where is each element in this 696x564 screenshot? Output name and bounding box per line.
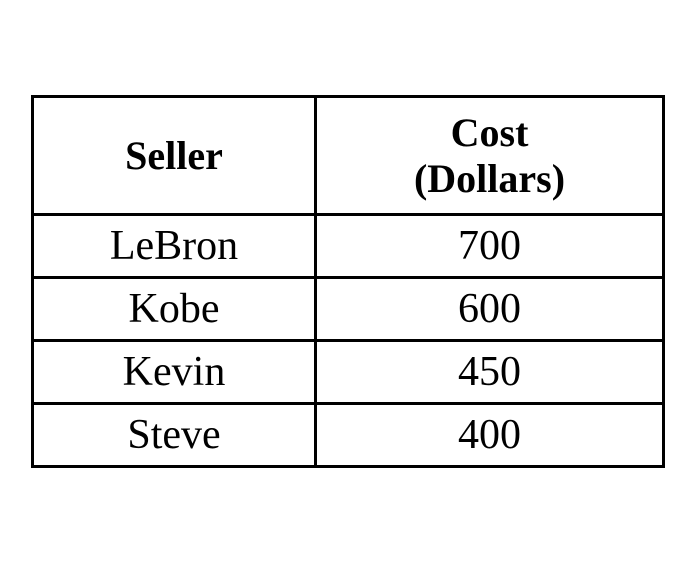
data-table-container: Seller Cost (Dollars) LeBron 700 Kobe 60… xyxy=(31,95,665,468)
table-row: Kevin 450 xyxy=(31,339,665,405)
header-cost-line2: (Dollars) xyxy=(413,155,566,201)
table-row: Kobe 600 xyxy=(31,276,665,342)
cell-seller: Steve xyxy=(31,402,317,468)
cell-cost: 700 xyxy=(314,213,665,279)
cell-cost: 600 xyxy=(314,276,665,342)
cell-seller: LeBron xyxy=(31,213,317,279)
cell-seller: Kevin xyxy=(31,339,317,405)
table-row: LeBron 700 xyxy=(31,213,665,279)
header-seller: Seller xyxy=(31,95,317,216)
table-row: Steve 400 xyxy=(31,402,665,468)
cell-cost: 450 xyxy=(314,339,665,405)
seller-cost-table: Seller Cost (Dollars) LeBron 700 Kobe 60… xyxy=(31,95,665,468)
cell-cost: 400 xyxy=(314,402,665,468)
header-row: Seller Cost (Dollars) xyxy=(31,95,665,216)
cell-seller: Kobe xyxy=(31,276,317,342)
header-cost-line1: Cost xyxy=(450,109,529,155)
header-cost: Cost (Dollars) xyxy=(314,95,665,216)
